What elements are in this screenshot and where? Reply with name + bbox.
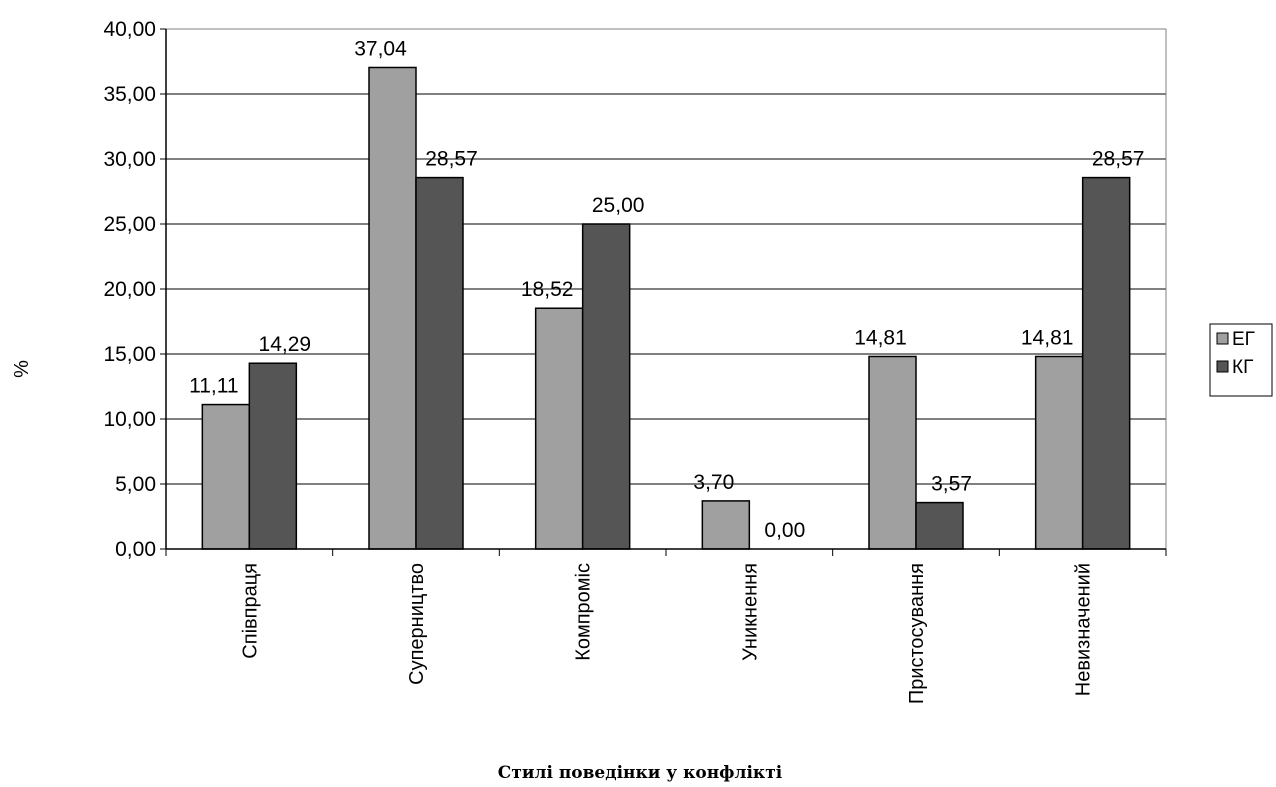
- category-label: Уникнення: [739, 563, 761, 661]
- bar-eg: [534, 307, 584, 550]
- y-tick-label: 0,00: [115, 538, 156, 561]
- y-axis-ticks: 0,00 5,00 10,00 15,00 20,00 25,00 30,00 35,00 40…: [103, 18, 166, 561]
- legend: ЕГ КГ: [1209, 323, 1273, 397]
- category-label: Невизначений: [1073, 563, 1095, 696]
- bar-eg: [201, 403, 251, 550]
- data-label: 0,00: [764, 519, 805, 542]
- y-tick-label: 35,00: [103, 83, 156, 106]
- bar-eg: [368, 66, 417, 550]
- data-label: 3,70: [693, 471, 734, 494]
- y-tick-label: 30,00: [103, 148, 156, 171]
- data-label: 3,57: [931, 473, 972, 496]
- data-label: 18,52: [521, 278, 574, 301]
- legend-label: ЕГ: [1232, 329, 1255, 350]
- bar-eg: [868, 355, 917, 550]
- data-label: 37,04: [354, 37, 407, 60]
- y-tick-label: 15,00: [103, 343, 156, 366]
- data-label: 25,00: [592, 194, 645, 217]
- data-label: 14,81: [854, 326, 907, 349]
- bar-eg: [701, 500, 751, 550]
- bars: [201, 66, 1131, 550]
- data-label: 14,29: [259, 333, 312, 356]
- category-label: Суперництво: [406, 563, 428, 685]
- bar-kg: [248, 362, 298, 550]
- data-label: 28,57: [425, 148, 478, 171]
- data-labels: 11,11 14,29 37,04 28,57 18,52 25,00 3,70 0,00 14…: [189, 37, 1144, 542]
- bar-kg: [915, 501, 964, 550]
- bar-kg: [415, 176, 464, 550]
- y-axis-label: %: [11, 360, 33, 378]
- legend-swatch: [1216, 360, 1229, 373]
- legend-label: КГ: [1232, 357, 1253, 378]
- category-label: Пристосування: [906, 563, 928, 704]
- y-tick-label: 25,00: [103, 213, 156, 236]
- category-label: Співпраця: [239, 563, 261, 659]
- data-label: 28,57: [1092, 148, 1145, 171]
- y-tick-label: 5,00: [115, 473, 156, 496]
- bar-kg: [581, 223, 631, 550]
- x-axis-label: Стилі поведінки у конфлікті: [498, 763, 783, 783]
- bar-kg: [1081, 176, 1131, 550]
- category-label: Компроміс: [573, 563, 595, 661]
- y-tick-label: 20,00: [103, 278, 156, 301]
- y-tick-label: 40,00: [103, 18, 156, 41]
- data-label: 14,81: [1021, 326, 1074, 349]
- data-label: 11,11: [189, 375, 238, 398]
- y-tick-label: 10,00: [103, 408, 156, 431]
- x-axis-categories: Співпраця Суперництво Компроміс Уникнення Пр…: [165, 548, 1167, 704]
- legend-swatch: [1216, 332, 1229, 345]
- bar-eg: [1034, 355, 1084, 550]
- gridlines: [165, 28, 1167, 549]
